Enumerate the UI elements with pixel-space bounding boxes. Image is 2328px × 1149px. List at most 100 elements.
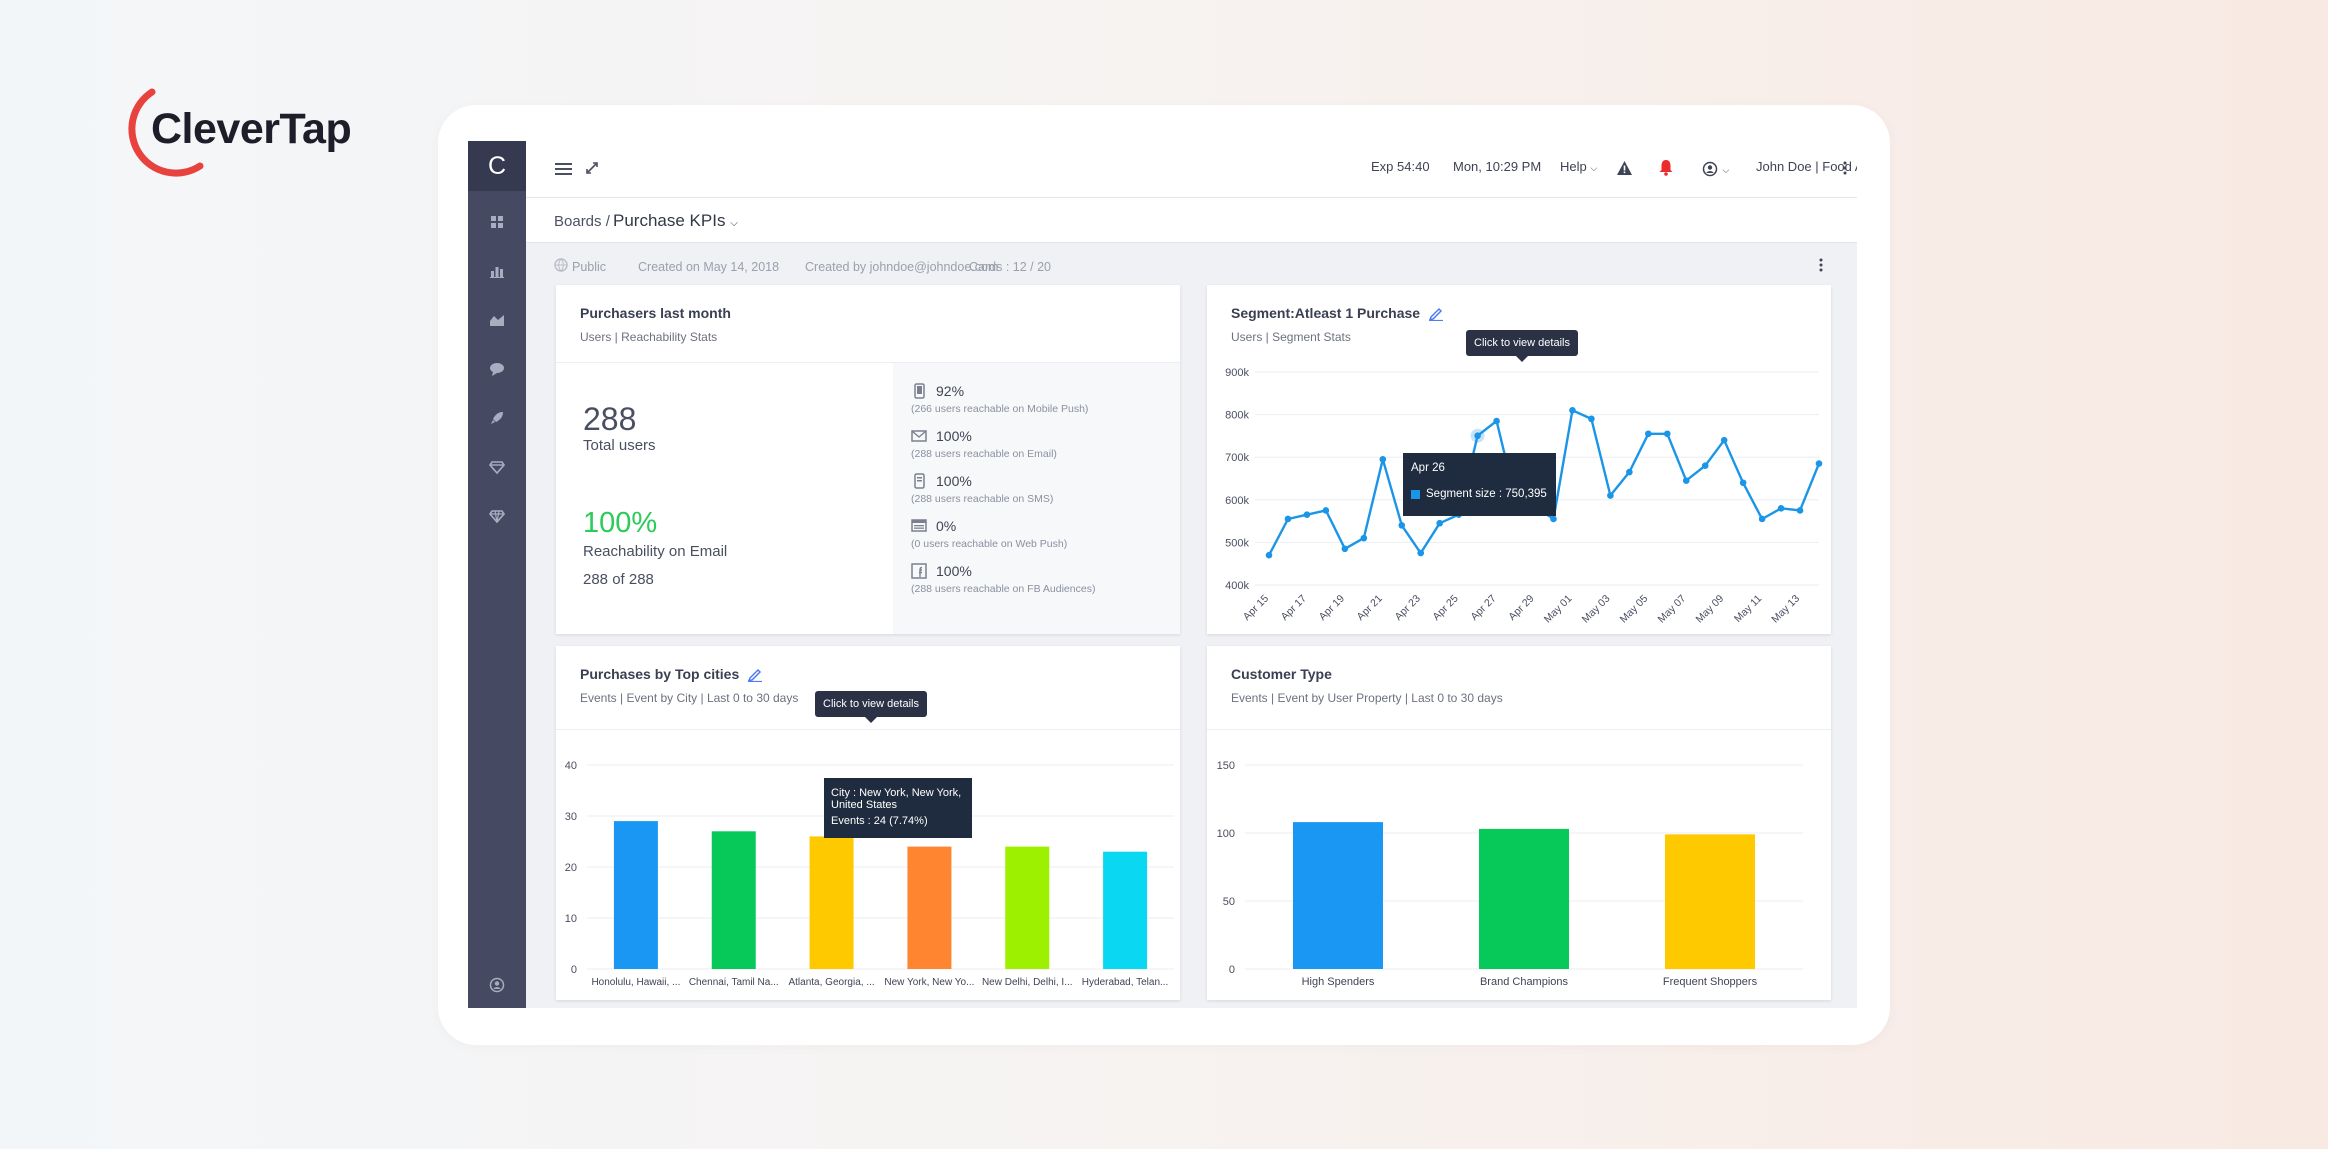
notifications-bell-icon[interactable] xyxy=(1658,159,1674,181)
data-point xyxy=(1815,460,1823,467)
edit-pencil-icon[interactable] xyxy=(747,666,763,685)
dashboard-icon[interactable] xyxy=(489,214,505,230)
data-point xyxy=(1777,505,1785,512)
total-users-value: 288 xyxy=(583,401,637,437)
sidebar-logo[interactable]: C xyxy=(468,141,526,191)
cities-bar-chart[interactable]: 0 10 20 30 40 Honolulu, Hawaii, ... Chennai, T… xyxy=(556,646,1180,1000)
data-point xyxy=(1607,492,1614,499)
tooltip-city: City : New York, New York, United States xyxy=(831,787,962,811)
user-circle-icon[interactable] xyxy=(489,977,505,993)
account-name[interactable]: John Doe | Food App xyxy=(1756,159,1857,174)
brand-name: CleverTap xyxy=(151,105,352,153)
y-tick-label: 0 xyxy=(1229,964,1235,976)
created-by: Created by johndoe@johndoe.com xyxy=(805,260,999,274)
bar xyxy=(907,846,952,969)
reachability-label: Reachability on Email xyxy=(583,543,728,560)
email-icon xyxy=(911,428,927,444)
total-users-label: Total users xyxy=(583,437,656,454)
data-point xyxy=(1417,549,1425,557)
profile-menu[interactable]: ⌵ xyxy=(1702,160,1729,178)
reachability-count: 288 of 288 xyxy=(583,571,654,588)
x-tick-label: May 13 xyxy=(1769,593,1802,626)
x-tick-label: Apr 29 xyxy=(1506,593,1536,623)
series-swatch xyxy=(1411,490,1420,499)
tooltip-value: Segment size : 750,395 xyxy=(1426,488,1547,500)
bar xyxy=(809,836,854,969)
x-tick-label: New Delhi, Delhi, I... xyxy=(982,977,1073,988)
x-tick-label: Apr 19 xyxy=(1317,593,1347,623)
card-subtitle: Events | Event by City | Last 0 to 30 da… xyxy=(580,691,799,705)
x-tick-label: Honolulu, Hawaii, ... xyxy=(591,977,680,988)
area-chart-icon[interactable] xyxy=(489,312,505,328)
edit-pencil-icon[interactable] xyxy=(1428,305,1444,324)
more-vertical-icon[interactable] xyxy=(1843,161,1847,180)
gem-outline-icon[interactable] xyxy=(489,508,505,524)
data-point xyxy=(1379,456,1387,463)
x-tick-label: Apr 21 xyxy=(1355,593,1385,623)
breadcrumb-boards-link[interactable]: Boards / xyxy=(554,213,610,230)
board-meta-bar: Public Created on May 14, 2018 Created b… xyxy=(526,243,1857,283)
customer-type-card[interactable]: Customer Type Events | Event by User Pro… xyxy=(1207,646,1831,1000)
warning-icon[interactable] xyxy=(1616,160,1633,181)
current-datetime: Mon, 10:29 PM xyxy=(1453,159,1542,174)
clevertap-logo-arc xyxy=(128,88,204,177)
session-expiry: Exp 54:40 xyxy=(1371,159,1430,174)
line-chart-tooltip: Apr 26 Segment size : 750,395 xyxy=(1403,453,1556,516)
card-title: Segment:Atleast 1 Purchase xyxy=(1231,305,1444,324)
rocket-icon[interactable] xyxy=(489,410,505,426)
x-tick-label: Chennai, Tamil Na... xyxy=(689,977,779,988)
y-tick-label: 20 xyxy=(565,862,577,874)
chat-icon[interactable] xyxy=(489,361,505,377)
help-label: Help xyxy=(1560,159,1587,174)
board-options-icon[interactable] xyxy=(1819,258,1823,277)
y-tick-label: 600k xyxy=(1225,495,1249,507)
data-point xyxy=(1284,515,1292,523)
card-title: Purchasers last month xyxy=(580,305,731,321)
top-bar: Exp 54:40 Mon, 10:29 PM Help ⌵ ⌵ John Do… xyxy=(526,141,1857,198)
board-title-dropdown[interactable]: Purchase KPIs ⌵ xyxy=(613,211,738,231)
sms-icon xyxy=(911,473,927,489)
customer-type-bar-chart[interactable]: 0 50 100 150 High Spenders Brand Champions Fre… xyxy=(1207,646,1831,1000)
data-point xyxy=(1739,479,1747,487)
x-tick-label: New York, New Yo... xyxy=(884,977,974,988)
created-on: Created on May 14, 2018 xyxy=(638,260,780,274)
y-tick-label: 30 xyxy=(565,811,577,823)
x-tick-label: May 05 xyxy=(1618,593,1651,626)
bar xyxy=(1293,822,1383,969)
y-tick-label: 50 xyxy=(1223,896,1235,908)
x-tick-label: May 09 xyxy=(1693,593,1726,626)
data-point xyxy=(1701,462,1709,470)
segment-card[interactable]: Segment:Atleast 1 Purchase Users | Segme… xyxy=(1207,285,1831,634)
collapse-icon[interactable] xyxy=(585,161,599,180)
data-point xyxy=(1682,477,1690,484)
card-subtitle: Users | Reachability Stats xyxy=(580,330,718,344)
chevron-down-icon: ⌵ xyxy=(730,218,738,229)
card-subtitle: Users | Segment Stats xyxy=(1231,330,1351,344)
visibility-label: Public xyxy=(572,260,607,274)
data-point xyxy=(1569,407,1576,414)
y-tick-label: 150 xyxy=(1217,760,1235,772)
tooltip-events: Events : 24 (7.74%) xyxy=(831,815,928,827)
card-title: Customer Type xyxy=(1231,666,1332,682)
data-point xyxy=(1796,507,1804,514)
hamburger-menu-icon[interactable] xyxy=(555,162,572,181)
card-title: Purchases by Top cities xyxy=(580,666,763,685)
x-tick-label: Atlanta, Georgia, ... xyxy=(788,977,874,988)
x-tick-label: May 07 xyxy=(1656,593,1689,626)
analytics-icon[interactable] xyxy=(489,263,505,279)
facebook-icon xyxy=(911,563,927,579)
x-tick-label: May 03 xyxy=(1580,593,1613,626)
y-tick-label: 500k xyxy=(1225,537,1249,549)
breadcrumb: Boards / Purchase KPIs ⌵ xyxy=(526,198,1857,243)
data-point xyxy=(1550,515,1557,523)
help-menu[interactable]: Help ⌵ xyxy=(1560,159,1597,174)
gem-icon[interactable] xyxy=(489,459,505,475)
mobile-icon xyxy=(911,383,927,399)
card-divider xyxy=(556,729,1180,730)
purchasers-card[interactable]: Purchasers last month Users | Reachabili… xyxy=(556,285,1180,634)
top-cities-card[interactable]: Purchases by Top cities Events | Event b… xyxy=(556,646,1180,1000)
x-tick-label: Frequent Shoppers xyxy=(1663,976,1758,988)
card-divider xyxy=(556,362,1180,363)
y-tick-label: 800k xyxy=(1225,410,1249,422)
bar xyxy=(1005,846,1050,969)
